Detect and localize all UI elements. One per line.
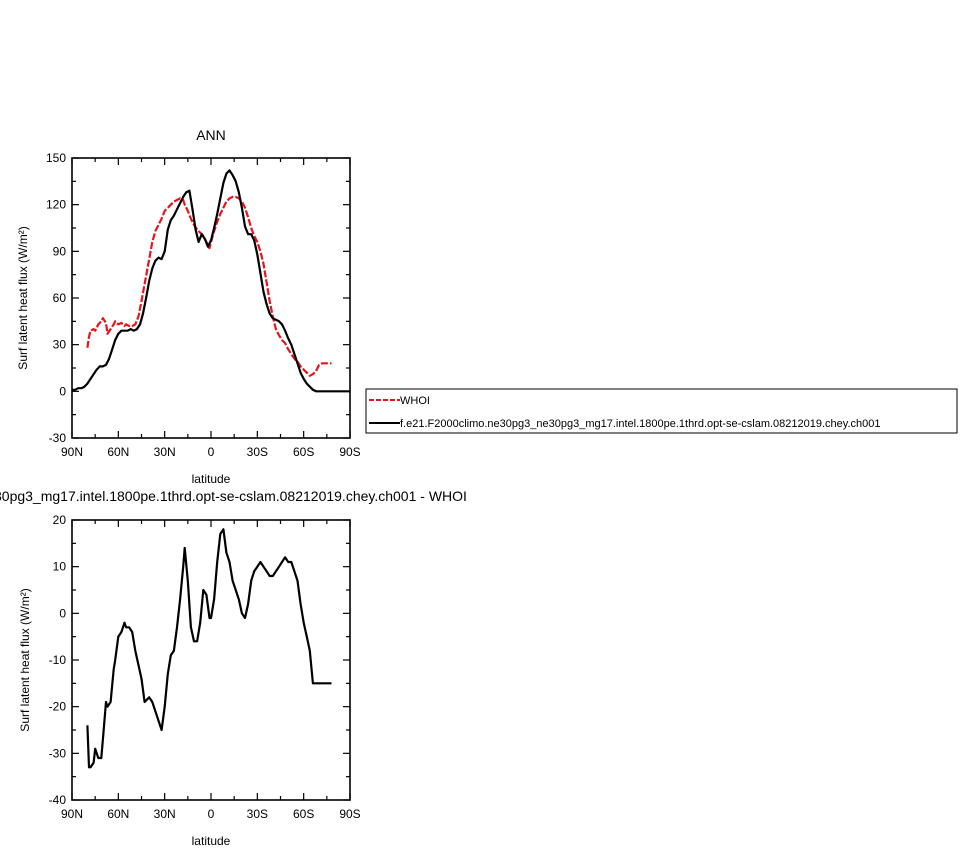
legend-label-whoi: WHOI — [400, 395, 430, 407]
bottom-x-tick-label: 90N — [61, 807, 83, 821]
bottom-x-ticks: 90N 60N 30N 0 30S 60S 90S — [61, 520, 361, 821]
top-y-tick-label: 150 — [46, 151, 66, 165]
bottom-y-tick-label: -30 — [49, 746, 67, 760]
bottom-x-tick-label: 90S — [339, 807, 360, 821]
bottom-x-tick-label: 60S — [293, 807, 314, 821]
bottom-y-tick-label: 10 — [53, 560, 67, 574]
bottom-y-tick-label: -40 — [49, 793, 67, 807]
bottom-plot-frame — [71, 519, 351, 801]
top-chart-title: ANN — [196, 127, 226, 143]
top-x-tick-label: 90N — [61, 445, 83, 459]
top-y-ticks: -30 0 30 60 90 120 150 — [46, 151, 350, 445]
legend-box — [365, 388, 958, 434]
bottom-x-tick-label: 0 — [208, 807, 215, 821]
top-x-ticks: 90N 60N 30N 0 30S 60S 90S — [61, 158, 361, 459]
top-y-axis-label: Surf latent heat flux (W/m²) — [16, 226, 30, 369]
bottom-y-tick-label: 20 — [53, 513, 67, 527]
bottom-panel: g3_ne30pg3_mg17.intel.1800pe.1thrd.opt-s… — [0, 488, 467, 848]
bottom-x-axis-label: latitude — [192, 834, 231, 848]
bottom-x-tick-label: 30N — [154, 807, 176, 821]
top-x-axis-label: latitude — [192, 472, 231, 486]
top-y-tick-label: 0 — [59, 384, 66, 398]
bottom-y-tick-label: -20 — [49, 700, 67, 714]
top-y-tick-label: 120 — [46, 198, 66, 212]
legend: WHOI f.e21.F2000climo.ne30pg3_ne30pg3_mg… — [365, 388, 958, 434]
bottom-series-line-0 — [86, 528, 332, 769]
top-series-line-1 — [72, 169, 350, 393]
bottom-x-tick-label: 30S — [247, 807, 268, 821]
top-x-tick-label: 30N — [154, 445, 176, 459]
top-x-tick-label: 60S — [293, 445, 314, 459]
top-plot-frame — [71, 157, 351, 439]
bottom-y-ticks: -40 -30 -20 -10 0 10 20 — [49, 513, 350, 807]
bottom-x-tick-label: 60N — [107, 807, 129, 821]
top-x-tick-label: 30S — [247, 445, 268, 459]
top-y-tick-label: 90 — [53, 244, 67, 258]
top-plot-area — [72, 169, 350, 393]
legend-label-model: f.e21.F2000climo.ne30pg3_ne30pg3_mg17.in… — [400, 418, 880, 430]
bottom-chart-title: g3_ne30pg3_mg17.intel.1800pe.1thrd.opt-s… — [0, 488, 467, 504]
top-y-tick-label: 30 — [53, 338, 67, 352]
top-y-tick-label: 60 — [53, 291, 67, 305]
top-y-tick-label: -30 — [49, 431, 67, 445]
top-x-tick-label: 0 — [208, 445, 215, 459]
top-panel: ANN latitude Surf latent heat flux (W/m²… — [16, 127, 361, 486]
bottom-y-tick-label: -10 — [49, 653, 67, 667]
bottom-y-tick-label: 0 — [59, 606, 66, 620]
top-x-tick-label: 90S — [339, 445, 360, 459]
top-x-tick-label: 60N — [107, 445, 129, 459]
bottom-y-axis-label: Surf latent heat flux (W/m²) — [18, 588, 32, 731]
top-series-line-0 — [86, 195, 332, 377]
bottom-plot-area — [86, 528, 332, 769]
